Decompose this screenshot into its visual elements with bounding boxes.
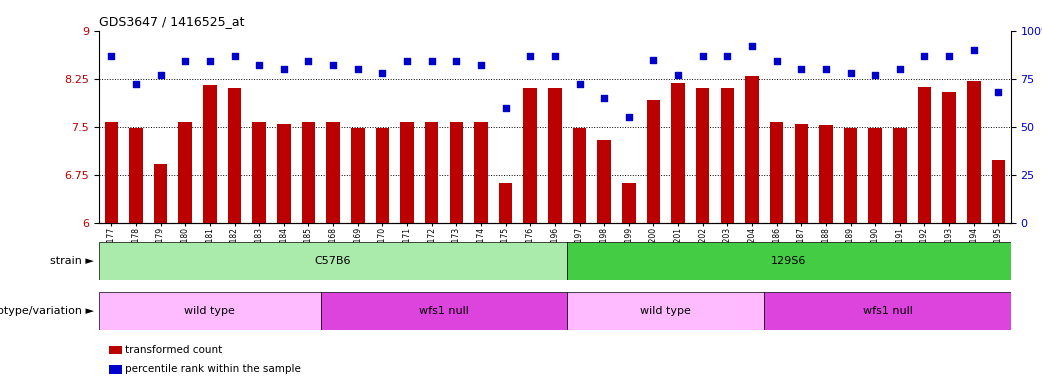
Bar — [770, 122, 784, 223]
Point — [842, 70, 859, 76]
Bar — [178, 122, 192, 223]
Bar — [567, 242, 1011, 280]
Bar — [326, 122, 340, 223]
Point — [916, 53, 933, 59]
Text: percentile rank within the sample: percentile rank within the sample — [125, 364, 301, 374]
Point — [694, 53, 711, 59]
Point — [546, 53, 563, 59]
Text: C57B6: C57B6 — [315, 256, 351, 266]
Point — [892, 66, 909, 72]
Text: wild type: wild type — [184, 306, 235, 316]
Bar — [99, 292, 321, 330]
Bar — [252, 122, 266, 223]
Bar — [548, 88, 562, 223]
Bar — [942, 91, 956, 223]
Bar — [573, 128, 587, 223]
Point — [620, 114, 637, 120]
Point — [990, 89, 1007, 95]
Bar — [647, 100, 661, 223]
Point — [251, 62, 268, 68]
Bar — [671, 83, 685, 223]
Point — [103, 53, 120, 59]
Bar — [99, 242, 567, 280]
Point — [719, 53, 736, 59]
Bar — [129, 128, 143, 223]
Text: wild type: wild type — [641, 306, 691, 316]
Bar — [567, 292, 765, 330]
Bar — [819, 126, 833, 223]
Point — [670, 72, 687, 78]
Point — [596, 95, 613, 101]
Point — [349, 66, 366, 72]
Text: GDS3647 / 1416525_at: GDS3647 / 1416525_at — [99, 15, 245, 28]
Point — [818, 66, 835, 72]
Bar — [745, 76, 759, 223]
Point — [275, 66, 292, 72]
Point — [325, 62, 342, 68]
Bar — [277, 124, 291, 223]
Text: strain ►: strain ► — [50, 256, 94, 266]
Bar — [918, 87, 932, 223]
Point — [177, 58, 194, 65]
Text: transformed count: transformed count — [125, 345, 222, 355]
Point — [744, 43, 761, 49]
Bar — [425, 122, 439, 223]
Point — [448, 58, 465, 65]
Text: genotype/variation ►: genotype/variation ► — [0, 306, 94, 316]
Bar — [400, 122, 414, 223]
Bar — [449, 122, 463, 223]
Point — [941, 53, 958, 59]
Point — [399, 58, 416, 65]
Bar — [302, 122, 316, 223]
Bar — [228, 88, 242, 223]
Bar — [967, 81, 981, 223]
Point — [226, 53, 243, 59]
Bar — [321, 292, 567, 330]
Bar — [351, 128, 365, 223]
Bar — [597, 139, 611, 223]
Bar — [474, 122, 488, 223]
Point — [374, 70, 391, 76]
Bar — [696, 88, 710, 223]
Point — [473, 62, 490, 68]
Bar — [844, 128, 858, 223]
Bar — [104, 122, 118, 223]
Point — [127, 81, 144, 88]
Text: wfs1 null: wfs1 null — [419, 306, 469, 316]
Point — [768, 58, 785, 65]
Point — [645, 56, 662, 63]
Bar — [499, 183, 513, 223]
Text: wfs1 null: wfs1 null — [863, 306, 913, 316]
Point — [793, 66, 810, 72]
Point — [300, 58, 317, 65]
Bar — [893, 128, 907, 223]
Bar — [992, 160, 1006, 223]
Bar — [868, 128, 882, 223]
Bar — [203, 85, 217, 223]
Bar — [154, 164, 168, 223]
Point — [152, 72, 169, 78]
Bar — [765, 292, 1011, 330]
Bar — [523, 88, 537, 223]
Point — [201, 58, 218, 65]
Point — [423, 58, 440, 65]
Bar — [622, 183, 636, 223]
Point — [867, 72, 884, 78]
Bar — [375, 128, 389, 223]
Bar — [794, 124, 808, 223]
Point — [497, 104, 514, 111]
Text: 129S6: 129S6 — [771, 256, 807, 266]
Point — [966, 47, 983, 53]
Point — [522, 53, 539, 59]
Point — [571, 81, 588, 88]
Bar — [721, 88, 735, 223]
